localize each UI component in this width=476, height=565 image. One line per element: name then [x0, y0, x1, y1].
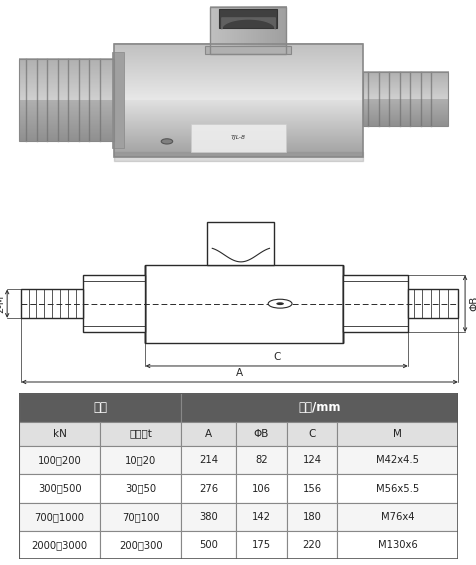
Text: 142: 142 [251, 512, 270, 522]
Bar [190, 124, 286, 152]
Bar [19, 446, 100, 475]
Text: 214: 214 [199, 455, 218, 465]
Bar [145, 264, 343, 343]
Bar [19, 393, 181, 422]
Text: C: C [272, 353, 280, 362]
Bar [236, 446, 286, 475]
Text: 100～200: 100～200 [38, 455, 81, 465]
Bar [21, 289, 83, 318]
Bar [286, 475, 337, 503]
Bar [100, 475, 181, 503]
Circle shape [276, 302, 283, 305]
Bar [236, 475, 286, 503]
Bar [207, 222, 274, 264]
Bar [236, 503, 286, 531]
Text: M42x4.5: M42x4.5 [375, 455, 418, 465]
Text: 2000～3000: 2000～3000 [31, 540, 88, 550]
Bar [19, 59, 114, 141]
Bar [407, 289, 457, 318]
Bar [83, 275, 145, 332]
Text: 300～500: 300～500 [38, 484, 81, 493]
Text: 量程: 量程 [93, 401, 107, 414]
Text: M: M [392, 429, 401, 439]
Bar [209, 7, 286, 54]
Bar [205, 46, 290, 54]
Bar [100, 503, 181, 531]
Text: M130x6: M130x6 [377, 540, 416, 550]
Bar [286, 422, 337, 446]
Bar [219, 8, 276, 28]
Bar [19, 503, 100, 531]
Bar [100, 422, 181, 446]
Bar [337, 531, 457, 559]
Bar [181, 393, 457, 422]
Text: A: A [205, 429, 212, 439]
Text: 82: 82 [255, 455, 268, 465]
Bar [286, 531, 337, 559]
Circle shape [161, 139, 172, 144]
Circle shape [268, 299, 291, 308]
Bar [362, 72, 447, 126]
Bar [337, 503, 457, 531]
Bar [343, 275, 407, 332]
Text: A: A [236, 368, 243, 379]
Bar [236, 422, 286, 446]
Text: 200～300: 200～300 [119, 540, 162, 550]
Bar [337, 446, 457, 475]
Bar [286, 503, 337, 531]
Bar [181, 475, 236, 503]
Text: 2-M: 2-M [0, 294, 5, 313]
Text: 124: 124 [302, 455, 321, 465]
Text: C: C [307, 429, 315, 439]
Text: 156: 156 [302, 484, 321, 493]
Bar [112, 52, 124, 148]
Text: ΦB: ΦB [253, 429, 268, 439]
Bar [286, 446, 337, 475]
Text: 尺寸/mm: 尺寸/mm [298, 401, 340, 414]
Text: 500: 500 [199, 540, 218, 550]
Bar [181, 531, 236, 559]
Text: 相当于t: 相当于t [129, 429, 152, 439]
Text: M56x5.5: M56x5.5 [375, 484, 418, 493]
Bar [181, 446, 236, 475]
Bar [181, 503, 236, 531]
Bar [19, 531, 100, 559]
Text: 70～100: 70～100 [122, 512, 159, 522]
Text: 700～1000: 700～1000 [35, 512, 85, 522]
Bar [337, 475, 457, 503]
Bar [181, 422, 236, 446]
Text: M76x4: M76x4 [380, 512, 414, 522]
Text: 175: 175 [251, 540, 270, 550]
Text: 30～50: 30～50 [125, 484, 156, 493]
Text: 380: 380 [199, 512, 218, 522]
Text: 276: 276 [199, 484, 218, 493]
Bar [337, 422, 457, 446]
Text: 220: 220 [302, 540, 321, 550]
Bar [100, 446, 181, 475]
Text: kN: kN [53, 429, 67, 439]
Text: 10～20: 10～20 [125, 455, 156, 465]
Bar [236, 531, 286, 559]
Text: 106: 106 [251, 484, 270, 493]
Bar [19, 475, 100, 503]
Bar [100, 531, 181, 559]
Text: ΦB: ΦB [468, 296, 476, 311]
Text: TJL-8: TJL-8 [230, 134, 246, 140]
Bar [114, 44, 362, 157]
Text: 180: 180 [302, 512, 321, 522]
Bar [19, 422, 100, 446]
